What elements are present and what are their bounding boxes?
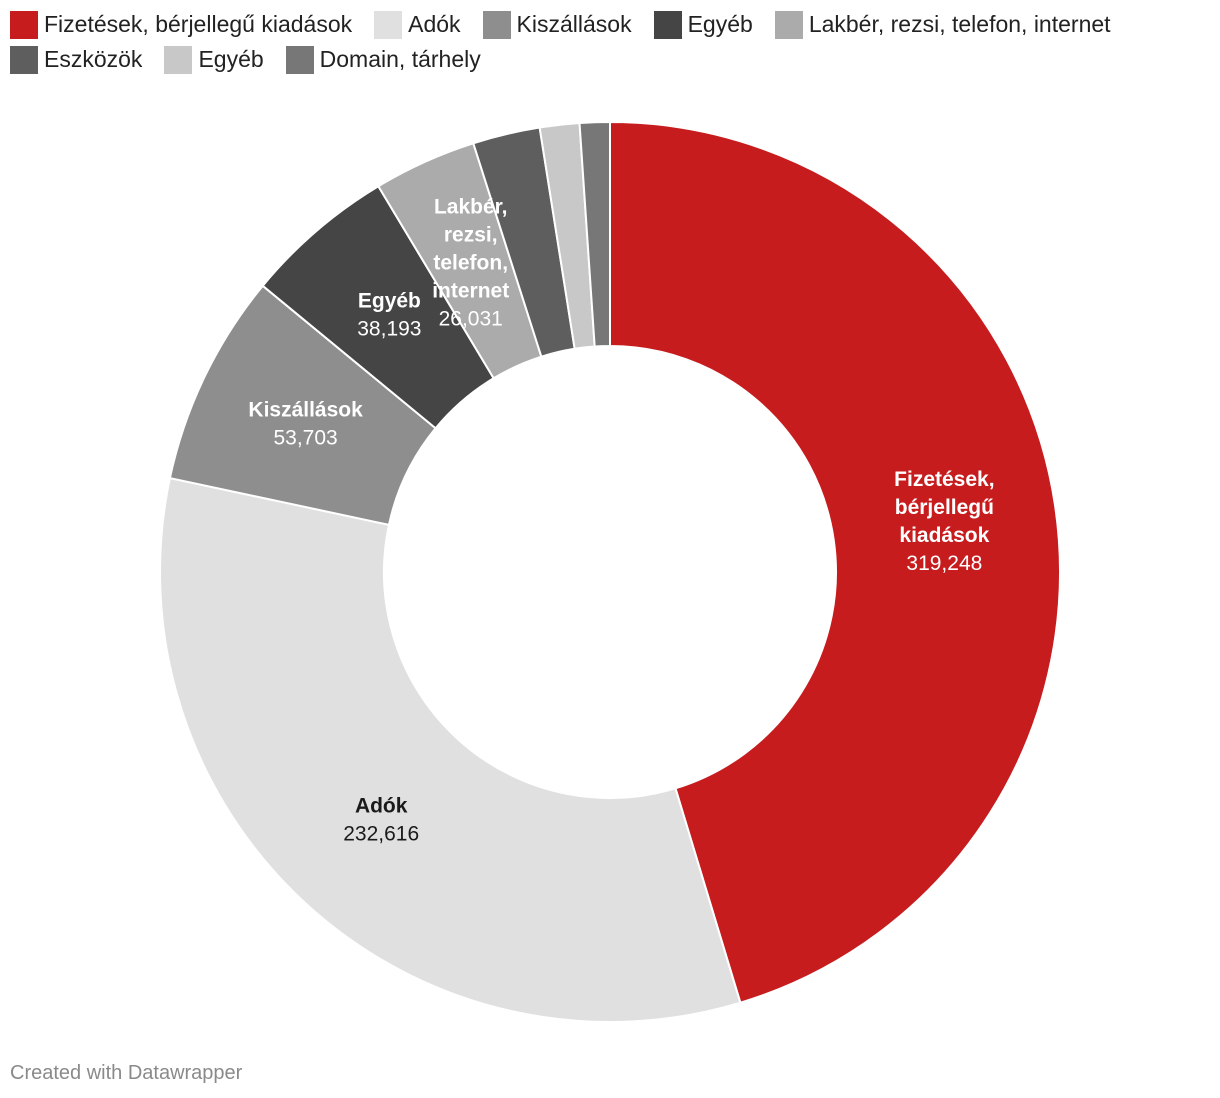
legend-item: Eszközök [10, 45, 142, 74]
legend-item: Egyéb [653, 10, 753, 39]
slice-label: Egyéb 38,193 [357, 289, 421, 340]
slice-label-value: 232,616 [343, 822, 419, 845]
legend-label: Eszközök [44, 46, 143, 72]
legend-swatch [482, 10, 511, 39]
legend-swatch [10, 10, 38, 39]
slice-label-name: kiadások [899, 524, 989, 547]
slice-label: Lakbér, rezsi, telefon, internet 26,031 [432, 196, 509, 331]
slice-label-name: Egyéb [358, 289, 421, 312]
legend-label: Egyéb [687, 11, 753, 37]
slice-label-name: Lakbér, [434, 196, 508, 219]
slice-label-name: internet [432, 280, 509, 303]
legend-swatch [653, 10, 682, 39]
legend-item: Lakbér, rezsi, telefon, internet [774, 10, 1111, 39]
legend-item: Egyéb [164, 45, 264, 74]
donut-slice [609, 120, 1061, 1004]
legend-item: Kiszállások [482, 10, 632, 39]
slice-label: Fizetések, bérjellegű kiadások 319,248 [894, 468, 994, 575]
slice-label-name: telefon, [433, 252, 508, 275]
credit-text: Created with Datawrapper [10, 1062, 243, 1084]
legend-label: Adók [408, 11, 461, 37]
slice-label: Adók 232,616 [343, 794, 419, 845]
slice-label-value: 53,703 [273, 427, 337, 450]
legend-item: Domain, tárhely [285, 45, 481, 74]
legend-swatch [10, 45, 38, 74]
legend-label: Domain, tárhely [319, 46, 481, 72]
slice-label-name: Fizetések, [894, 468, 994, 491]
legend-label: Kiszállások [516, 11, 632, 37]
slice-label-name: rezsi, [444, 224, 498, 247]
slice-label: Kiszállások 53,703 [248, 399, 363, 450]
legend-label: Lakbér, rezsi, telefon, internet [808, 11, 1111, 37]
slice-label-name: bérjellegű [895, 496, 994, 519]
legend-swatch [374, 10, 403, 39]
legend-swatch [774, 10, 803, 39]
slice-label-name: Adók [355, 794, 408, 817]
legend-swatch [285, 45, 314, 74]
slice-label-value: 26,031 [439, 308, 503, 331]
donut-slice [159, 476, 742, 1023]
legend-swatch [164, 45, 193, 74]
chart-legend: Fizetések, bérjellegű kiadások Adók Kiszál… [10, 10, 1210, 74]
slice-label-value: 38,193 [357, 317, 421, 340]
legend-label: Egyéb [198, 46, 264, 72]
legend-label: Fizetések, bérjellegű kiadások [44, 11, 353, 37]
legend-item: Adók [374, 10, 461, 39]
donut-slice [578, 120, 611, 348]
slice-label-name: Kiszállások [248, 399, 363, 422]
slice-label-value: 319,248 [906, 552, 982, 575]
legend-item: Fizetések, bérjellegű kiadások [10, 10, 352, 39]
